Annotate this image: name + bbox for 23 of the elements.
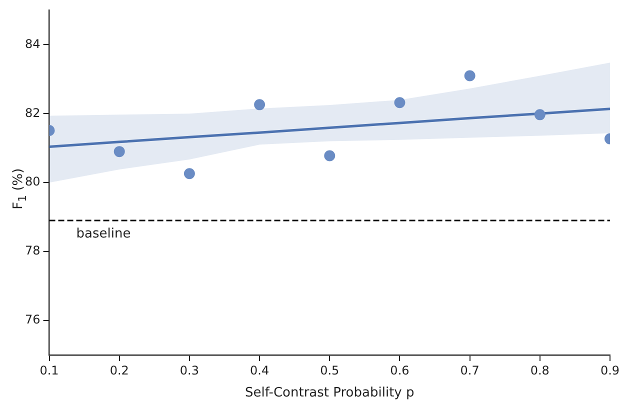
y-tick-label: 82 (24, 106, 40, 120)
point (464, 70, 476, 82)
x-tick-label: 0.6 (390, 363, 410, 378)
point (254, 99, 266, 110)
x-axis-title: Self-Contrast Probability p (245, 386, 414, 401)
x-tick-label: 0.3 (180, 363, 199, 378)
ref-line-label: baseline (76, 226, 131, 242)
point (184, 168, 195, 180)
y-tick-label: 76 (24, 312, 40, 327)
x-tick-label: 0.9 (600, 363, 620, 378)
point (394, 97, 406, 108)
x-tick-label: 0.4 (250, 363, 270, 378)
y-tick-label: 80 (24, 174, 40, 189)
x-tick-label: 0.8 (530, 363, 550, 378)
x-tick-label: 0.7 (460, 363, 480, 378)
x-tick-label: 0.5 (320, 363, 340, 378)
point (324, 150, 336, 162)
point (534, 109, 546, 120)
x-tick-label: 0.1 (40, 363, 59, 378)
y-tick-label: 84 (24, 36, 40, 51)
point (114, 146, 125, 158)
x-tick-label: 0.2 (110, 363, 129, 378)
y-tick-label: 78 (24, 244, 40, 258)
